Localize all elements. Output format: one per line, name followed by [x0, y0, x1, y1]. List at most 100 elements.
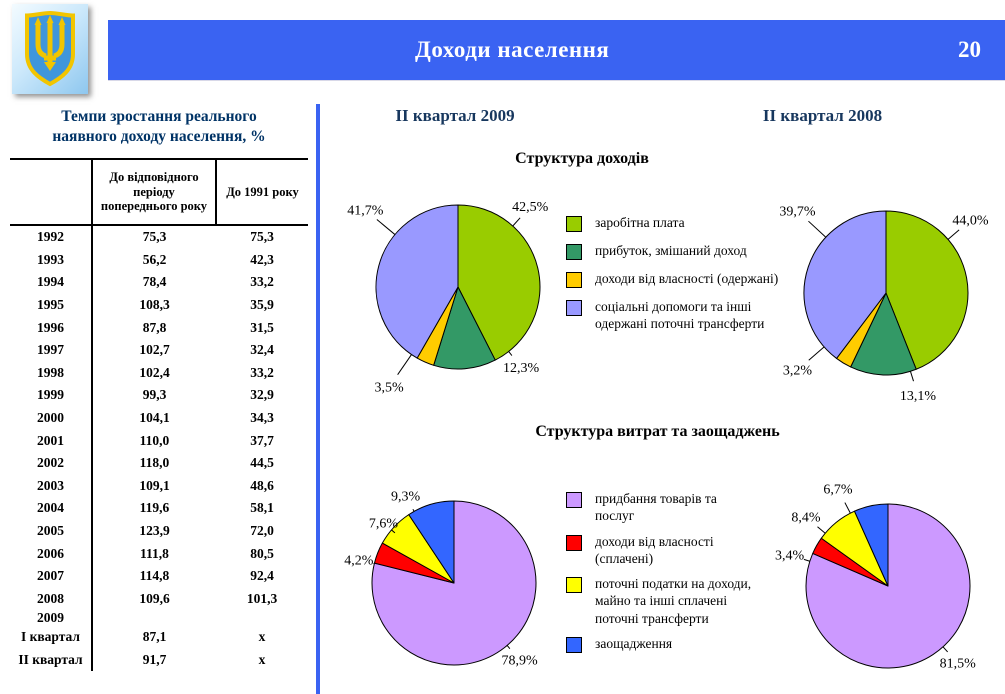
pie-label: 12,3% [503, 361, 540, 376]
legend-label: заощадження [595, 635, 673, 651]
value-cell: 42,3 [250, 251, 274, 267]
pie-label-leader [508, 351, 513, 356]
year-cell: 1995 [10, 293, 93, 317]
year-cell: ІІ квартал [10, 648, 93, 672]
table-header-row: До відповідного періоду попереднього рок… [10, 158, 308, 226]
pie-label: 41,7% [347, 203, 384, 218]
value-cell: 118,0 [139, 455, 170, 471]
value-cell: 99,3 [142, 387, 167, 403]
pie-label-leader [397, 354, 412, 375]
vertical-divider [316, 104, 320, 694]
year-cell: І квартал [10, 626, 93, 649]
pie-label-leader [808, 220, 827, 238]
value-cell: 92,4 [250, 568, 274, 584]
value-cell: 104,1 [139, 410, 170, 426]
year-cell: 2002 [10, 451, 93, 475]
pie-label-leader [817, 526, 826, 534]
legend-swatch [566, 216, 582, 232]
value-cell [92, 610, 216, 626]
income-structure-title: Структура доходів [515, 150, 649, 167]
value-cell: 33,2 [250, 274, 274, 290]
value-cell: 123,9 [139, 523, 170, 539]
pie-slice-4 [408, 500, 455, 584]
year-cell: 2007 [10, 564, 93, 588]
pie-label: 3,2% [783, 364, 813, 379]
pie-slice-1 [885, 210, 969, 370]
pie-chart-income-2009: 42,5% 12,3% 3,5% 41,7% [323, 167, 593, 417]
value-cell: 75,3 [250, 229, 274, 245]
value-cell: 111,8 [140, 545, 169, 561]
year-cell: 2008 [10, 587, 93, 611]
legend-label: доходи від власності (одержані) [595, 271, 779, 286]
legend-label: доходи від власності (сплачені) [595, 533, 714, 566]
year-cell: 2009 [10, 610, 93, 627]
table-row: 2005 123,9 72,0 [10, 519, 308, 543]
pie-svg: 81,5% 3,4% 8,4%6,7% [775, 483, 977, 672]
table-row: 1995 108,3 35,9 [10, 293, 308, 317]
table-row: 2007 114,8 92,4 [10, 564, 308, 588]
legend-label: прибуток, змішаний доход [595, 243, 747, 258]
table-row: 2001 110,0 37,7 [10, 429, 308, 452]
pie-svg: 78,9% 4,2% 7,6% 9,3% [344, 490, 538, 669]
value-cell: 91,7 [142, 651, 167, 667]
pie-svg: 44,0% 13,1% 3,2% 39,7% [779, 205, 989, 405]
table-row: 2002 118,0 44,5 [10, 451, 308, 475]
value-cell: 48,6 [250, 477, 274, 493]
legend-income: заробітна плата прибуток, змішаний доход д… [566, 214, 794, 333]
table-row: 1997 102,7 32,4 [10, 338, 308, 362]
page-number: 20 [958, 37, 981, 62]
value-cell: 44,5 [250, 455, 274, 471]
trident-emblem-svg [25, 10, 75, 87]
year-cell: 2001 [10, 429, 93, 452]
quarter-title-2008: ІІ квартал 2008 [762, 106, 883, 125]
year-cell: 1993 [10, 248, 93, 272]
legend-swatch [566, 534, 582, 551]
value-cell: 114,8 [139, 568, 170, 584]
header-bar: Доходи населення 20 [108, 20, 1005, 81]
legend-expenses: придбання товарів та послуг доходи від вл… [566, 490, 758, 653]
pie-label: 81,5% [940, 657, 977, 672]
growth-table-body: 1992 75,3 75,3 1993 56,2 42,3 1994 78,4 33,2 1995… [10, 225, 308, 672]
pie-label: 44,0% [952, 214, 989, 229]
value-cell: 75,3 [142, 229, 167, 245]
year-cell: 2005 [10, 519, 93, 543]
legend-swatch [566, 492, 582, 508]
table-row: 1993 56,2 42,3 [10, 248, 308, 272]
value-cell: x [258, 651, 266, 667]
expenses-structure-title: Структура витрат та заощаджень [535, 423, 780, 440]
legend-item: прибуток, змішаний доход [566, 242, 794, 260]
table-row: 1994 78,4 33,2 [10, 271, 308, 294]
pie-label: 42,5% [512, 200, 549, 215]
year-cell: 1999 [10, 384, 93, 407]
header-cell-empty [10, 158, 93, 226]
pie-chart-income-2008: 44,0% 13,1% 3,2% 39,7% [751, 173, 1005, 423]
pie-label-leader [947, 229, 960, 240]
growth-rates-table: До відповідного періоду попереднього рок… [10, 158, 308, 672]
table-row: І квартал 87,1 x [10, 626, 308, 649]
pie-label-leader [506, 645, 511, 649]
pie-label: 9,3% [391, 490, 421, 505]
legend-item: заощадження [566, 635, 758, 653]
pie-label: 39,7% [779, 205, 816, 220]
value-cell: 109,6 [139, 590, 170, 606]
legend-item: доходи від власності (сплачені) [566, 533, 758, 568]
pie-label-leader [942, 646, 949, 653]
table-row: 2003 109,1 48,6 [10, 474, 308, 498]
value-cell: 119,6 [139, 500, 170, 516]
pie-label-leader [512, 217, 521, 227]
value-cell: 32,4 [250, 342, 274, 358]
table-row: 1992 75,3 75,3 [10, 225, 308, 249]
value-cell: 32,9 [250, 387, 274, 403]
table-row: ІІ квартал 91,7 x [10, 648, 308, 672]
year-cell: 2004 [10, 497, 93, 520]
pie-label-leader [391, 529, 396, 534]
pie-label: 8,4% [791, 511, 821, 526]
table-row: 1998 102,4 33,2 [10, 361, 308, 385]
legend-swatch [566, 272, 582, 288]
value-cell: 108,3 [139, 297, 170, 313]
legend-label: поточні податки на доходи, майно та інші… [595, 576, 752, 626]
page-title: Доходи населення [415, 37, 610, 62]
legend-item: заробітна плата [566, 214, 794, 232]
pie-svg: 42,5% 12,3% 3,5% 41,7% [347, 200, 549, 395]
value-cell: 109,1 [139, 477, 170, 493]
